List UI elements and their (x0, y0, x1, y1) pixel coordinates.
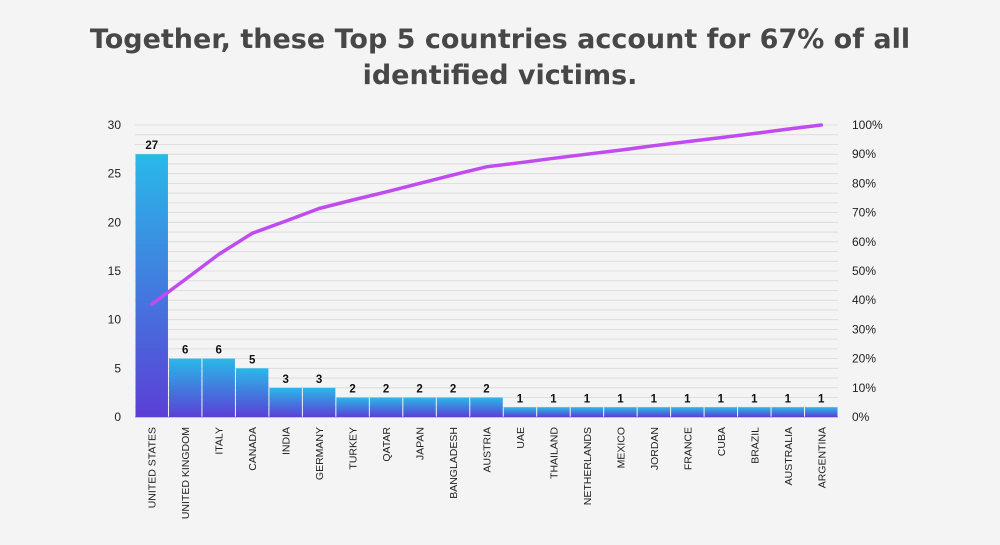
y-tick-label: 20 (108, 215, 122, 229)
x-axis-categories: UNITED STATES UNITED KINGDOM ITALY CANADA IN… (147, 427, 829, 520)
chart-title: Together, these Top 5 countries account … (0, 22, 1000, 94)
y-tick-label: 5 (114, 361, 121, 375)
bar (771, 407, 805, 417)
category-label: BRAZIL (749, 427, 761, 464)
bar (805, 407, 838, 417)
data-label: 1 (818, 393, 825, 405)
y-tick-label: 15 (108, 264, 122, 278)
y2-tick-label: 30% (852, 322, 876, 336)
bar (302, 387, 336, 417)
data-label: 27 (145, 140, 158, 152)
y2-tick-label: 40% (852, 293, 876, 307)
category-label: NETHERLANDS (582, 427, 594, 505)
cumulative-percentage-line (149, 123, 824, 307)
data-label: 1 (517, 393, 524, 405)
data-label: 6 (182, 345, 188, 357)
category-label: FRANCE (682, 427, 694, 470)
y-tick-label: 10 (108, 313, 122, 327)
data-label: 5 (249, 354, 256, 366)
category-label: MEXICO (615, 427, 627, 468)
bar (269, 387, 302, 417)
bar (704, 407, 738, 417)
y2-tick-label: 50% (852, 264, 876, 278)
data-label: 1 (718, 393, 725, 405)
bar (202, 358, 235, 417)
bar (436, 397, 470, 417)
data-label: 2 (483, 384, 489, 396)
data-label: 1 (550, 393, 557, 405)
y2-tick-label: 90% (852, 147, 876, 161)
category-label: AUSTRALIA (783, 427, 795, 485)
y2-tick-label: 0% (852, 410, 870, 424)
bar (168, 358, 202, 417)
bar (403, 397, 436, 417)
bar (570, 407, 604, 417)
category-label: UNITED STATES (147, 427, 159, 508)
category-label: UNITED KINGDOM (180, 427, 192, 519)
bar (637, 407, 671, 417)
chart-title-line-1: Together, these Top 5 countries account … (89, 24, 911, 55)
data-label: 1 (785, 393, 792, 405)
y-axis-left: 0 5 10 15 20 25 30 (108, 118, 122, 424)
bar (135, 154, 168, 417)
category-label: GERMANY (314, 427, 326, 480)
category-label: CUBA (716, 427, 728, 456)
data-label: 2 (349, 384, 355, 396)
bar (470, 397, 503, 417)
y2-tick-label: 10% (852, 381, 876, 395)
category-label: JORDAN (649, 427, 661, 470)
data-label: 3 (282, 374, 288, 386)
category-label: TURKEY (348, 427, 360, 470)
data-label: 2 (416, 384, 422, 396)
y-tick-label: 25 (108, 167, 122, 181)
y2-tick-label: 100% (852, 118, 883, 132)
bar (671, 407, 704, 417)
category-label: UAE (515, 427, 527, 449)
y2-tick-label: 60% (852, 235, 876, 249)
bar (503, 407, 537, 417)
bar (235, 368, 269, 417)
data-label: 3 (316, 374, 322, 386)
data-label: 1 (751, 393, 758, 405)
category-label: ARGENTINA (816, 427, 828, 488)
y2-tick-label: 70% (852, 206, 876, 220)
bar (738, 407, 771, 417)
data-label: 6 (215, 345, 221, 357)
category-label: BANGLADESH (448, 427, 460, 499)
y2-tick-label: 80% (852, 176, 876, 190)
category-label: THAILAND (548, 427, 560, 479)
bars (135, 154, 838, 417)
bar (604, 407, 637, 417)
data-labels: 27 6 6 5 3 3 2 2 2 2 2 1 1 1 1 1 1 1 1 1 1 (145, 140, 825, 405)
category-label: ITALY (214, 427, 226, 455)
chart-title-line-2: identified victims. (362, 60, 638, 91)
data-label: 2 (450, 384, 456, 396)
category-label: AUSTRIA (482, 427, 494, 473)
data-label: 1 (684, 393, 691, 405)
data-label: 2 (383, 384, 389, 396)
data-label: 1 (584, 393, 591, 405)
y-tick-label: 0 (114, 410, 121, 424)
category-label: QATAR (381, 427, 393, 462)
y2-tick-label: 20% (852, 352, 876, 366)
cumulative-line (149, 123, 824, 307)
data-label: 1 (617, 393, 624, 405)
y-tick-label: 30 (108, 118, 122, 132)
bar (336, 397, 369, 417)
category-label: JAPAN (415, 427, 427, 460)
bar (537, 407, 570, 417)
bar (369, 397, 403, 417)
y-axis-right: 0% 10% 20% 30% 40% 50% 60% 70% 80% 90% 100% (852, 118, 883, 424)
data-label: 1 (651, 393, 658, 405)
category-label: CANADA (247, 427, 259, 471)
category-label: INDIA (281, 427, 293, 455)
